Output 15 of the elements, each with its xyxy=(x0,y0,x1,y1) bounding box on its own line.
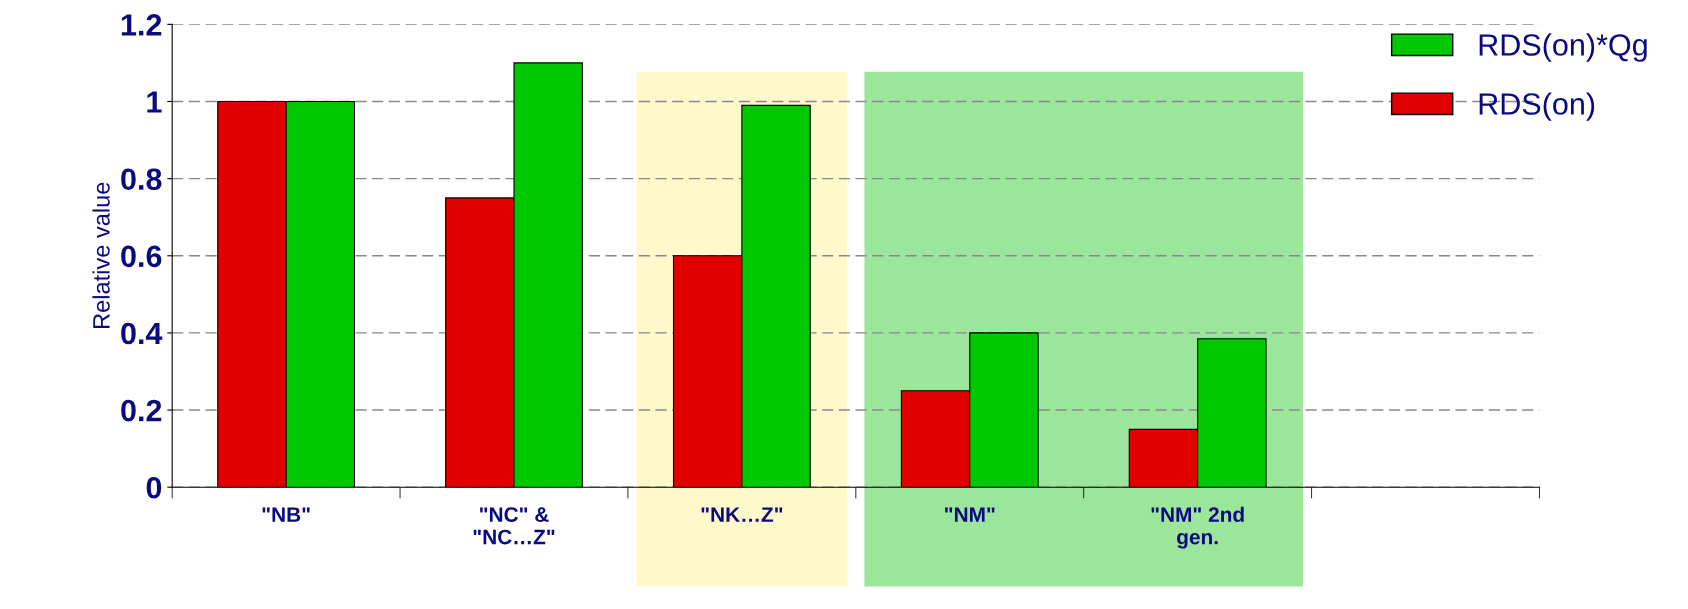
y-tick-label: 0 xyxy=(146,476,162,499)
y-axis-title: Relative value xyxy=(92,182,110,328)
x-tick-label: "NB" xyxy=(262,507,310,522)
x-tick-label: "NK…Z" xyxy=(701,507,783,522)
x-tick-label: "NC" & "NC…Z" xyxy=(473,507,555,545)
x-tick-label: "NM" 2nd gen. xyxy=(1151,506,1244,549)
x-tick-label: "NM" xyxy=(945,507,995,522)
y-tick-label: 0.8 xyxy=(121,168,162,191)
y-tick-label: 1 xyxy=(147,91,162,113)
y-tick-label: 0.2 xyxy=(121,399,162,422)
legend-label: RDS(on)*Qg xyxy=(1479,33,1647,62)
y-tick-label: 0.6 xyxy=(121,245,162,268)
legend-label: RDS(on) xyxy=(1479,92,1595,121)
y-tick-label: 0.4 xyxy=(121,322,163,345)
y-tick-label: 1.2 xyxy=(121,14,162,36)
